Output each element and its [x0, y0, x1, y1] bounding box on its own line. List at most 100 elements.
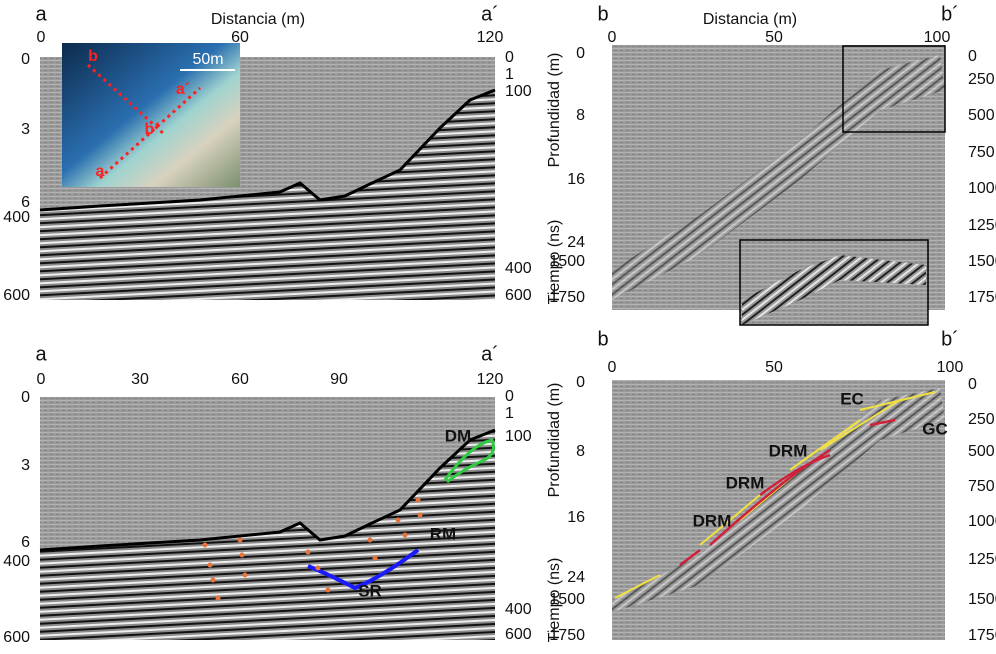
- inset-label: a: [96, 163, 105, 180]
- reflector-band: [612, 55, 945, 300]
- x-tick-label: 0: [37, 29, 46, 46]
- x-tick-label: 90: [330, 371, 348, 388]
- rm-marker: [210, 577, 216, 583]
- right-tick-label: 500: [968, 107, 995, 124]
- rm-marker: [417, 512, 423, 518]
- zoom-box: [842, 45, 946, 133]
- right-tick-label: 0: [968, 376, 977, 393]
- left-tick-label: 1750: [549, 289, 585, 306]
- right-tick-label: 1750: [968, 627, 996, 644]
- x-tick-label: 60: [231, 29, 249, 46]
- right-tick-label: 1500: [968, 591, 996, 608]
- x-tick-label: 0: [608, 29, 617, 46]
- x-axis-title: Distancia (m): [703, 11, 797, 28]
- left-tick-label: 3: [21, 121, 30, 138]
- annotation: DRM: [769, 441, 808, 460]
- left-tick-label: 0: [21, 51, 30, 68]
- left-tick-label: 1500: [549, 253, 585, 270]
- y-axis-title: Profundidad (m): [546, 383, 563, 498]
- x-tick-label: 120: [477, 371, 504, 388]
- right-tick-label: 0: [968, 48, 977, 65]
- profile-start: a: [35, 343, 47, 365]
- reflector-band: [612, 388, 945, 612]
- right-tick-label: 1250: [968, 551, 996, 568]
- annotation: DRM: [693, 511, 732, 530]
- y-axis-title: Tiempo (ns): [546, 220, 563, 305]
- y-axis-title: Profundidad (m): [546, 53, 563, 168]
- rm-marker: [215, 595, 221, 601]
- right-tick-label: 250: [968, 71, 995, 88]
- left-tick-label: 600: [3, 629, 30, 646]
- right-tick-label: 400: [505, 260, 532, 277]
- x-tick-label: 100: [924, 29, 951, 46]
- annotation: EC: [840, 389, 864, 408]
- satellite-inset: [62, 43, 240, 187]
- sr-line: [307, 548, 420, 591]
- left-tick-label: 1500: [549, 591, 585, 608]
- profile-end: b´: [941, 3, 959, 25]
- left-tick-label: 3: [21, 457, 30, 474]
- rm-marker: [242, 572, 248, 578]
- right-tick-label: 500: [968, 443, 995, 460]
- zoom-reflector: [742, 255, 926, 325]
- rm-marker: [402, 532, 408, 538]
- annotation: RM: [430, 524, 456, 543]
- rm-marker: [305, 549, 311, 555]
- left-tick-label: 8: [576, 443, 585, 460]
- annotation: DRM: [726, 473, 765, 492]
- left-tick-label: 6: [21, 534, 30, 551]
- rm-marker: [395, 517, 401, 523]
- profile-a: [98, 86, 202, 180]
- rm-marker: [207, 562, 213, 568]
- profile-start: b: [597, 3, 608, 25]
- left-tick-label: 400: [3, 553, 30, 570]
- right-tick-label: 750: [968, 144, 995, 161]
- dm-outline: [443, 438, 495, 484]
- left-tick-label: 8: [576, 107, 585, 124]
- right-tick-label: 250: [968, 411, 995, 428]
- surface-reflector: [39, 88, 496, 212]
- rm-marker: [367, 537, 373, 543]
- left-tick-label: 0: [576, 374, 585, 391]
- x-tick-label: 0: [37, 371, 46, 388]
- rm-marker: [315, 565, 321, 571]
- annotation: DM: [445, 426, 471, 445]
- right-tick-label: 0: [505, 49, 514, 66]
- profile-start: a: [35, 3, 47, 25]
- subsurface: [40, 430, 495, 640]
- subsurface: [40, 90, 495, 300]
- left-tick-label: 1750: [549, 627, 585, 644]
- profile-end: a´: [481, 3, 499, 25]
- left-tick-label: 24: [567, 234, 585, 251]
- left-tick-label: 16: [567, 171, 585, 188]
- profile-start: b: [597, 328, 608, 350]
- right-tick-label: 1750: [968, 289, 996, 306]
- left-tick-label: 16: [567, 509, 585, 526]
- x-axis-title: Distancia (m): [211, 11, 305, 28]
- left-tick-label: 24: [567, 569, 585, 586]
- right-tick-label: 600: [505, 287, 532, 304]
- inset-label: b: [88, 48, 98, 65]
- right-tick-label: 0: [505, 388, 514, 405]
- surface-reflector: [39, 428, 496, 552]
- right-tick-label: 1250: [968, 217, 996, 234]
- x-tick-label: 0: [608, 359, 617, 376]
- right-tick-label: 100: [505, 428, 532, 445]
- x-tick-label: 50: [765, 29, 783, 46]
- right-tick-label: 1: [505, 405, 514, 422]
- profile-end: b´: [941, 328, 959, 350]
- right-tick-label: 400: [505, 601, 532, 618]
- scale-label: 50m: [192, 51, 223, 68]
- right-tick-label: 1500: [968, 253, 996, 270]
- rm-marker: [202, 542, 208, 548]
- rm-marker: [325, 587, 331, 593]
- y-axis-title: Tiempo (ns): [546, 558, 563, 643]
- right-tick-label: 1: [505, 66, 514, 83]
- left-tick-label: 600: [3, 287, 30, 304]
- drm-red: [679, 418, 896, 566]
- rm-marker: [239, 552, 245, 558]
- rm-marker: [372, 555, 378, 561]
- inset-label: b´: [144, 121, 159, 138]
